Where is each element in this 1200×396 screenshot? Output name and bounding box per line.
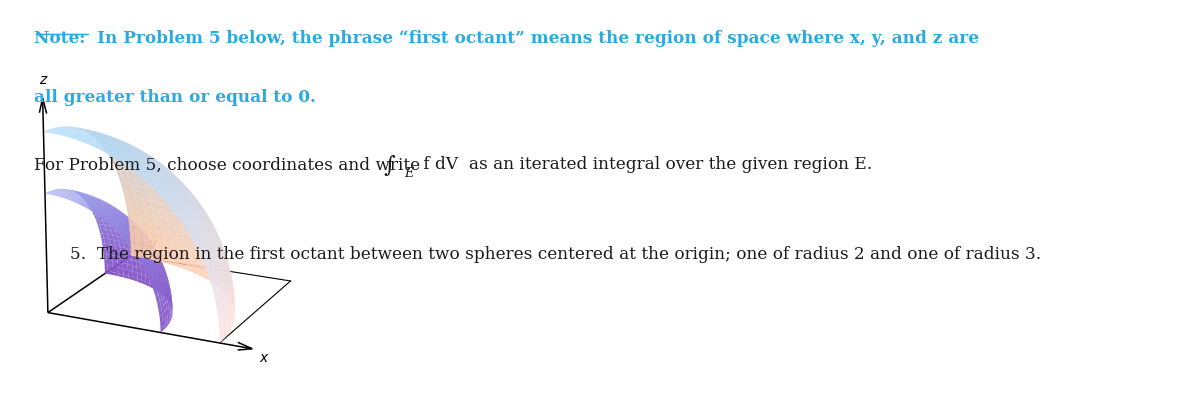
Text: E: E (404, 167, 414, 180)
Text: 5.  The region in the first octant between two spheres centered at the origin; o: 5. The region in the first octant betwee… (70, 246, 1040, 263)
Text: ∫: ∫ (384, 155, 395, 177)
Text: f dV  as an iterated integral over the given region E.: f dV as an iterated integral over the gi… (418, 156, 872, 173)
Text: For Problem 5, choose coordinates and write: For Problem 5, choose coordinates and wr… (34, 156, 425, 173)
Text: all greater than or equal to 0.: all greater than or equal to 0. (34, 89, 316, 106)
Text: Note:  In Problem 5 below, the phrase “first octant” means the region of space w: Note: In Problem 5 below, the phrase “fi… (34, 30, 979, 47)
